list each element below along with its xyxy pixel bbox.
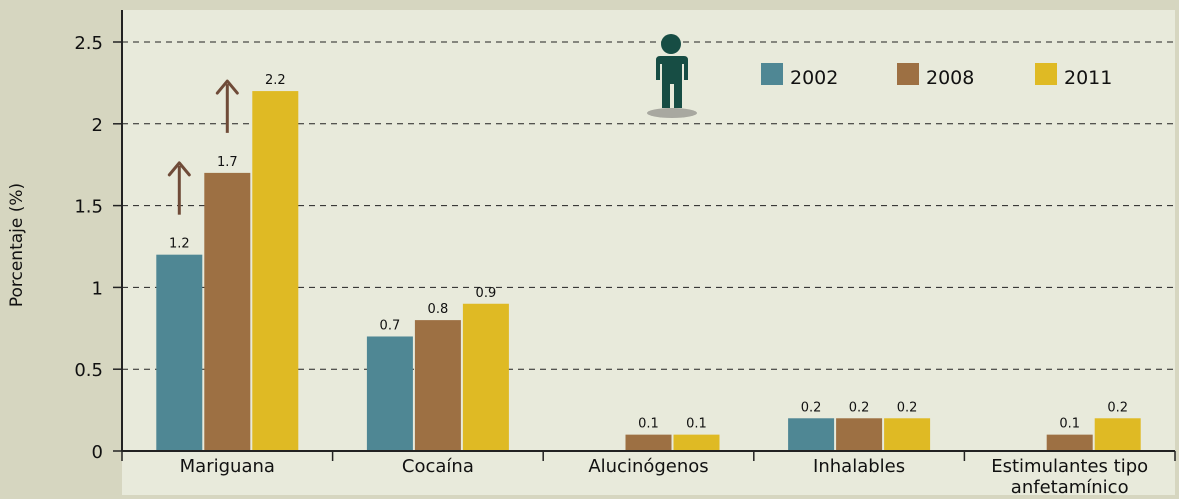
data-label: 0.2 [1107, 400, 1128, 415]
bar [1094, 418, 1141, 451]
data-label: 0.8 [428, 302, 449, 317]
y-ticks: 0 0.5 1 1.5 2 2.5 [74, 33, 122, 463]
data-label: 0.2 [897, 400, 918, 415]
y-tick-label: 1 [92, 278, 103, 299]
data-label: 1.2 [169, 237, 190, 252]
data-label: 2.2 [265, 73, 286, 88]
category-label: Alucinógenos [588, 456, 708, 477]
up-arrow-icon [215, 79, 239, 133]
y-tick-label: 2.5 [74, 33, 103, 54]
category-label: Inhalables [813, 456, 905, 477]
y-axis-label: Porcentaje (%) [7, 183, 27, 307]
y-tick-label: 0.5 [74, 360, 103, 381]
data-label: 0.1 [638, 417, 659, 432]
y-tick-label: 0 [92, 442, 103, 463]
up-arrow-icon [167, 161, 191, 215]
person-icon [647, 34, 697, 118]
data-label: 0.2 [849, 400, 870, 415]
legend-swatch [761, 63, 783, 85]
x-category-labels: Mariguana Cocaína Alucinógenos Inhalables Es… [180, 456, 1148, 498]
bar [788, 418, 835, 451]
data-label: 0.1 [686, 417, 707, 432]
bar [1046, 434, 1093, 451]
bar [462, 303, 509, 451]
legend-label: 2011 [1064, 67, 1112, 89]
category-label: Cocaína [402, 456, 474, 477]
legend: 2002 2008 2011 [761, 63, 1112, 89]
y-tick-label: 2 [92, 115, 103, 136]
data-label: 0.1 [1059, 417, 1080, 432]
legend-label: 2008 [926, 67, 974, 89]
bar [414, 320, 461, 451]
bars [156, 91, 1141, 451]
bar [366, 336, 413, 451]
data-label: 0.9 [476, 286, 497, 301]
bar [204, 172, 251, 451]
legend-item: 2008 [897, 63, 974, 89]
bar [252, 91, 299, 451]
bar [884, 418, 931, 451]
legend-swatch [1035, 63, 1057, 85]
trend-arrows [167, 79, 239, 215]
data-label: 1.7 [217, 155, 238, 170]
person-head [661, 34, 681, 54]
person-shadow [647, 108, 697, 118]
legend-item: 2002 [761, 63, 838, 89]
data-label: 0.2 [801, 400, 822, 415]
data-label: 0.7 [380, 318, 401, 333]
legend-label: 2002 [790, 67, 838, 89]
bar [625, 434, 672, 451]
person-body [656, 56, 688, 108]
axes [121, 10, 1176, 461]
legend-item: 2011 [1035, 63, 1112, 89]
category-label: Mariguana [180, 456, 275, 477]
bar [836, 418, 883, 451]
bar [156, 254, 203, 451]
category-label: Estimulantes tipo [991, 456, 1148, 477]
legend-swatch [897, 63, 919, 85]
y-tick-label: 1.5 [74, 197, 103, 218]
bar [673, 434, 720, 451]
data-labels: 1.2 1.7 2.2 0.7 0.8 0.9 0.1 0.1 0.2 0.2 0.2 0.1 0.2 [169, 73, 1128, 432]
category-label-line2: anfetamínico [1011, 477, 1129, 498]
